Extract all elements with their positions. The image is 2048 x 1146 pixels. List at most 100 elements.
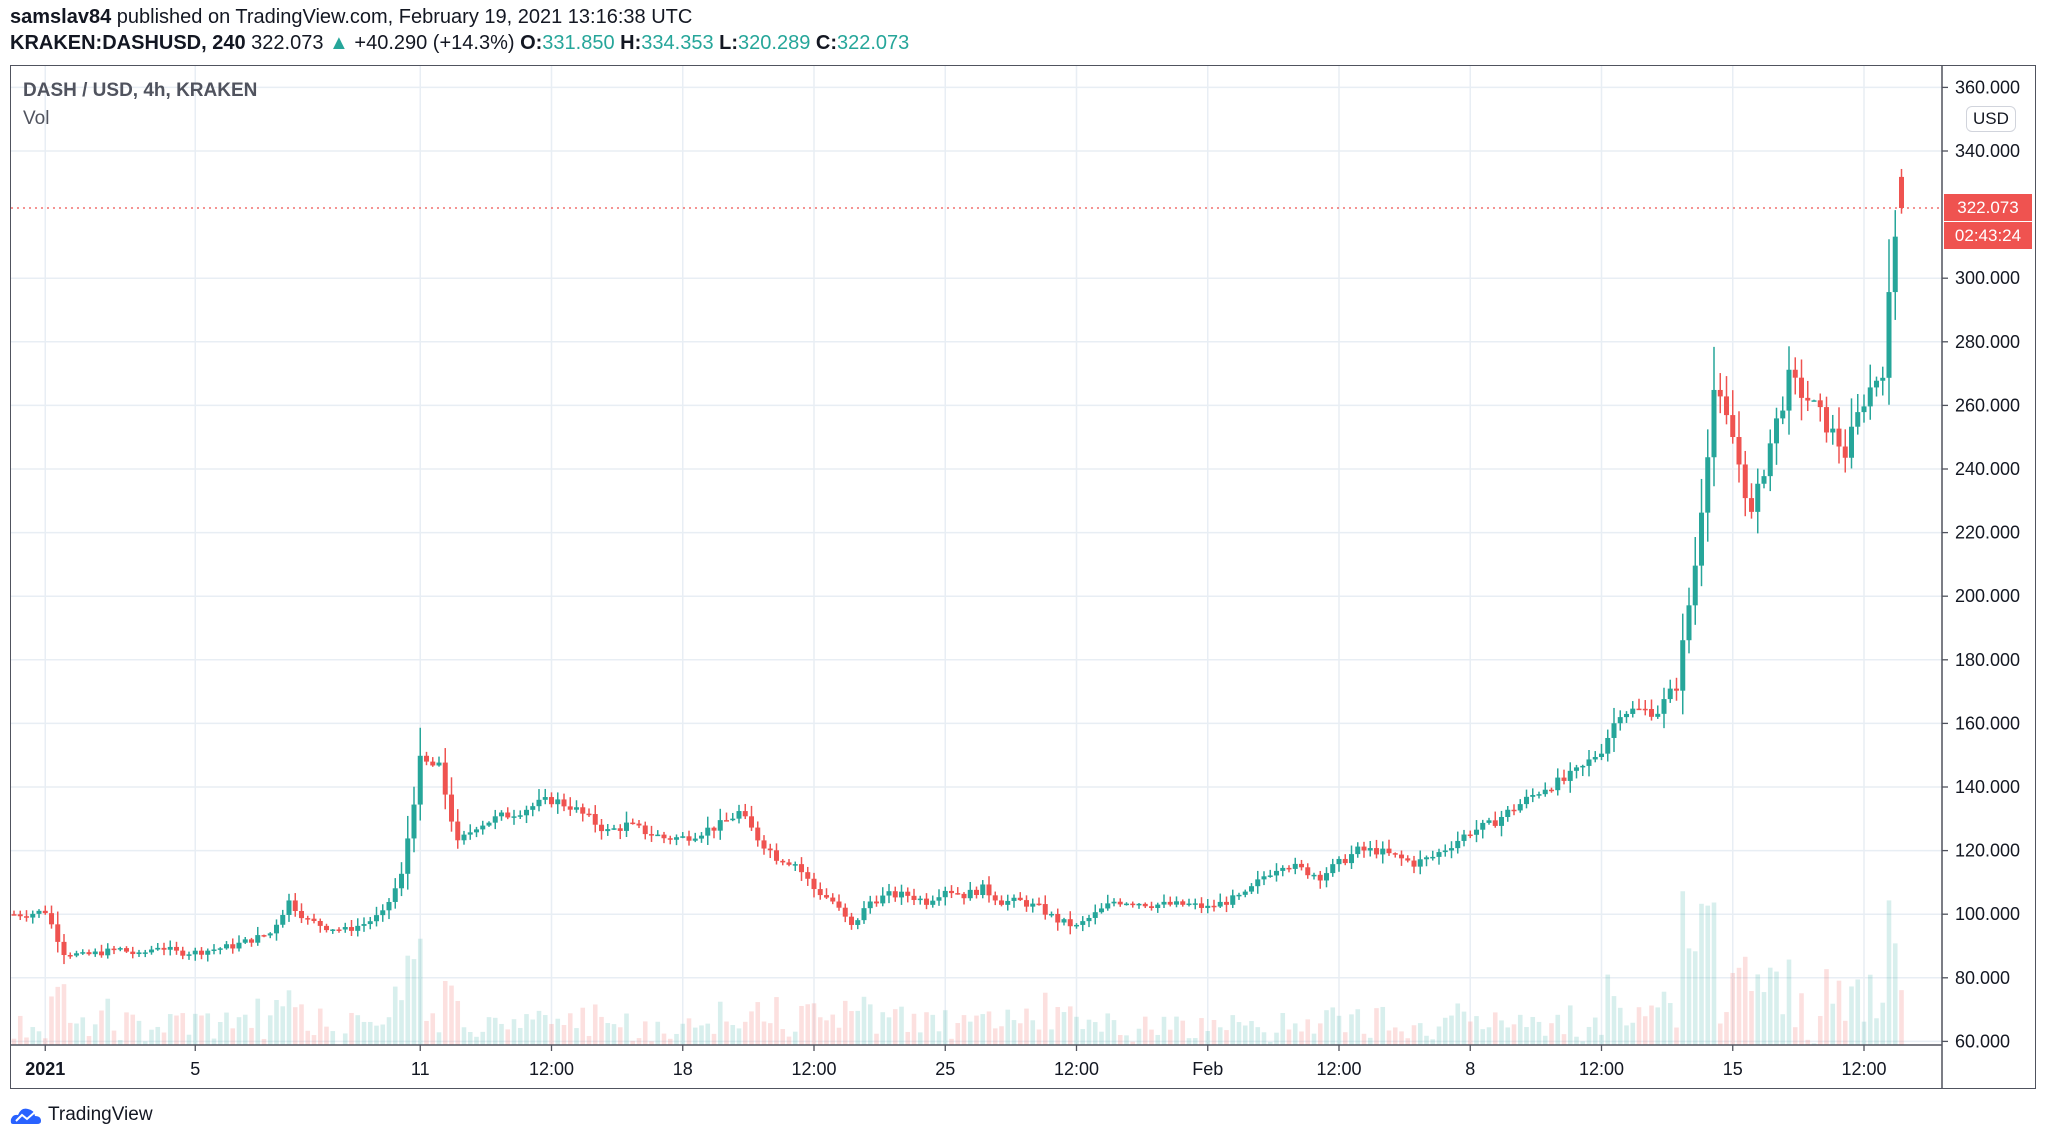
volume-bar <box>24 1037 29 1045</box>
volume-bar <box>236 1017 242 1045</box>
candle-body <box>1474 829 1479 835</box>
candle-body <box>1336 858 1342 865</box>
candle-body <box>161 947 167 950</box>
candle-body <box>292 900 298 912</box>
volume-bar <box>649 1041 654 1045</box>
candle-body <box>1455 840 1461 849</box>
candle-body <box>1874 380 1879 388</box>
candle-body <box>305 918 311 920</box>
tradingview-logo[interactable]: TradingView <box>10 1104 153 1126</box>
volume-bar <box>1117 1035 1123 1045</box>
candle-body <box>574 807 579 810</box>
candle-body <box>1686 605 1692 641</box>
volume-bar <box>1455 1003 1461 1045</box>
candle-body <box>1780 410 1786 419</box>
volume-bar <box>599 1016 604 1045</box>
candle-body <box>17 914 23 917</box>
volume-bar <box>1436 1026 1442 1045</box>
volume-bar <box>1342 1032 1348 1045</box>
candle-body <box>167 946 173 950</box>
price-tick-label: 200.000 <box>1955 586 2020 606</box>
candle-body <box>680 836 686 838</box>
volume-bar <box>742 1021 748 1045</box>
candle-body <box>361 924 367 926</box>
candle-body <box>617 828 623 831</box>
volume-bar <box>1017 1023 1023 1045</box>
candle-body <box>242 939 248 943</box>
volume-bar <box>1405 1038 1411 1045</box>
brand-name: TradingView <box>48 1104 153 1125</box>
candle-body <box>1574 767 1579 771</box>
volume-bar <box>611 1024 617 1045</box>
time-tick-label: Feb <box>1192 1059 1223 1079</box>
volume-bar <box>1805 1039 1811 1045</box>
candle-body <box>374 915 379 922</box>
volume-bar <box>799 1005 804 1045</box>
volume-bar <box>249 1027 254 1045</box>
volume-bar <box>280 1006 286 1045</box>
volume-bar <box>524 1014 529 1045</box>
price-tick-label: 140.000 <box>1955 777 2020 797</box>
volume-bar <box>1067 1006 1073 1045</box>
candle-body <box>561 799 567 807</box>
candle-body <box>1617 717 1623 724</box>
candle-body <box>1461 834 1467 841</box>
volume-bar <box>880 1012 886 1045</box>
volume-bar <box>442 980 448 1045</box>
candle-body <box>1824 407 1829 433</box>
candle-body <box>517 815 523 817</box>
candle-body <box>524 809 529 816</box>
price-tick-label: 300.000 <box>1955 268 2020 288</box>
currency-button[interactable]: USD <box>1966 106 2016 132</box>
candle-body <box>599 824 604 832</box>
candle-body <box>1280 867 1286 871</box>
volume-bar <box>792 1031 798 1045</box>
volume-bar <box>1392 1027 1398 1045</box>
volume-bar <box>674 1033 679 1045</box>
volume-bar <box>317 1008 323 1045</box>
volume-bar <box>467 1032 473 1045</box>
volume-bar <box>824 1020 829 1045</box>
volume-bar <box>1042 992 1048 1045</box>
price-tick-label: 180.000 <box>1955 650 2020 670</box>
volume-bar <box>505 1029 511 1045</box>
candle-body <box>1092 912 1098 918</box>
candle-body <box>86 952 92 955</box>
candle-body <box>1149 906 1154 908</box>
volume-bar <box>411 959 417 1045</box>
candle-body <box>1667 688 1673 700</box>
author[interactable]: samslav84 <box>10 6 112 28</box>
candle-body <box>280 914 286 925</box>
candle-body <box>1561 777 1567 781</box>
candle-body <box>199 950 204 955</box>
candle-body <box>1161 901 1167 905</box>
volume-bar <box>1280 1013 1286 1045</box>
volume-bar <box>711 1033 717 1045</box>
candle-body <box>1261 876 1267 880</box>
candle-body <box>830 897 836 902</box>
candle-body <box>1542 789 1548 795</box>
price-tick-label: 160.000 <box>1955 713 2020 733</box>
candle-body <box>392 888 398 902</box>
candle-body <box>1580 765 1586 768</box>
candle-body <box>836 901 842 908</box>
time-tick-label: 12:00 <box>529 1059 574 1079</box>
candle-body <box>1355 846 1361 855</box>
candle-body <box>1124 903 1129 906</box>
volume-bar <box>242 1014 248 1045</box>
volume-bar <box>361 1021 367 1045</box>
open-value: 331.850 <box>542 32 615 54</box>
candle-body <box>299 911 304 919</box>
candle-body <box>442 762 448 795</box>
candle-body <box>92 951 98 955</box>
candle-body <box>1311 874 1317 877</box>
time-tick-label: 18 <box>673 1059 693 1079</box>
candle-body <box>811 878 817 890</box>
candle-body <box>505 812 511 818</box>
volume-bar <box>349 1012 354 1045</box>
volume-bar <box>1336 1015 1342 1045</box>
volume-bar <box>1324 1010 1329 1045</box>
publish-date: published on TradingView.com, February 1… <box>116 6 693 28</box>
volume-bar <box>805 1004 811 1045</box>
